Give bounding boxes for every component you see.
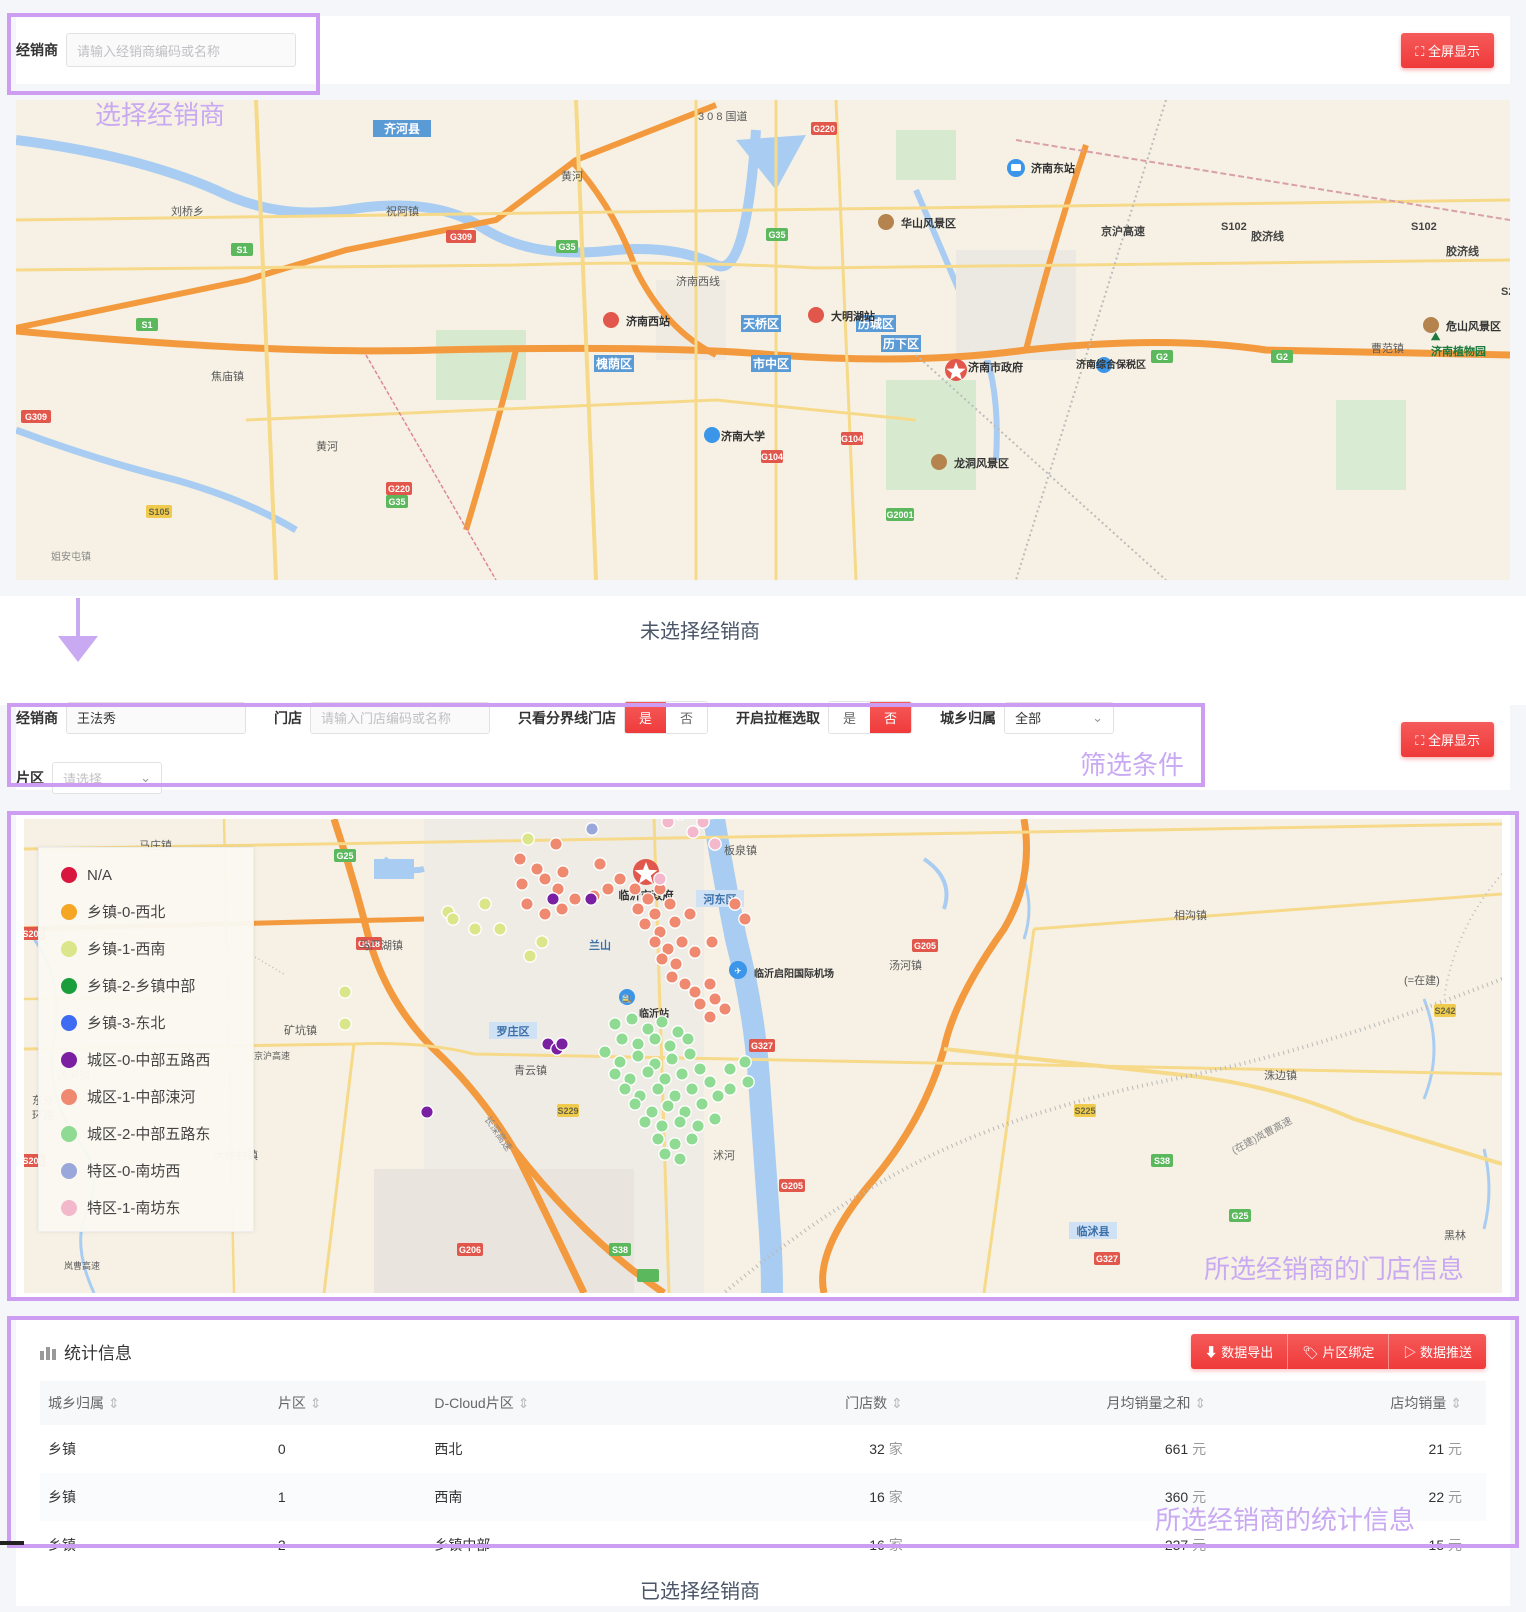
svg-text:市中区: 市中区 <box>753 356 789 371</box>
svg-text:G2: G2 <box>1156 352 1168 362</box>
svg-text:济南西站: 济南西站 <box>626 314 670 328</box>
svg-text:G104: G104 <box>841 434 863 444</box>
svg-text:胶济线: 胶济线 <box>1446 244 1479 258</box>
svg-text:S1: S1 <box>141 320 152 330</box>
svg-text:祝阿镇: 祝阿镇 <box>386 204 419 218</box>
svg-text:G35: G35 <box>558 242 575 252</box>
svg-text:3 0 8 国道: 3 0 8 国道 <box>698 109 748 123</box>
svg-text:历下区: 历下区 <box>883 337 919 351</box>
svg-text:济南东站: 济南东站 <box>1031 161 1075 175</box>
svg-text:京沪高速: 京沪高速 <box>1101 224 1145 238</box>
svg-text:济南市政府: 济南市政府 <box>968 360 1023 374</box>
svg-text:G35: G35 <box>388 497 405 507</box>
svg-text:济南大学: 济南大学 <box>721 429 765 443</box>
svg-text:G2001: G2001 <box>886 510 913 520</box>
svg-text:大明湖站: 大明湖站 <box>831 309 875 323</box>
svg-text:G35: G35 <box>768 230 785 240</box>
svg-text:S241: S241 <box>1501 286 1510 298</box>
svg-text:G220: G220 <box>388 484 410 494</box>
svg-text:黄河: 黄河 <box>561 169 583 183</box>
svg-text:济南西线: 济南西线 <box>676 274 720 288</box>
svg-text:胶济线: 胶济线 <box>1251 229 1284 243</box>
svg-text:焦庙镇: 焦庙镇 <box>211 369 244 383</box>
svg-text:G2: G2 <box>1276 352 1288 362</box>
svg-text:危山风景区: 危山风景区 <box>1445 319 1501 333</box>
svg-text:黄河: 黄河 <box>316 439 338 453</box>
svg-text:G104: G104 <box>761 452 783 462</box>
svg-text:S102: S102 <box>1221 221 1247 233</box>
svg-text:G220: G220 <box>813 124 835 134</box>
svg-text:刘桥乡: 刘桥乡 <box>171 205 204 218</box>
svg-text:济南综合保税区: 济南综合保税区 <box>1076 358 1146 371</box>
svg-text:G309: G309 <box>450 232 472 242</box>
svg-text:G309: G309 <box>25 412 47 422</box>
svg-text:S105: S105 <box>148 507 169 517</box>
svg-text:龙洞风景区: 龙洞风景区 <box>953 456 1009 470</box>
svg-text:曹范镇: 曹范镇 <box>1371 341 1404 355</box>
svg-text:姐安屯镇: 姐安屯镇 <box>51 550 91 563</box>
svg-text:S1: S1 <box>236 245 247 255</box>
svg-text:S102: S102 <box>1411 221 1437 233</box>
svg-text:槐荫区: 槐荫区 <box>595 356 632 371</box>
svg-text:天桥区: 天桥区 <box>743 316 779 331</box>
svg-text:济南植物园: 济南植物园 <box>1431 344 1486 358</box>
svg-text:齐河县: 齐河县 <box>384 121 420 136</box>
svg-text:华山风景区: 华山风景区 <box>901 216 956 230</box>
